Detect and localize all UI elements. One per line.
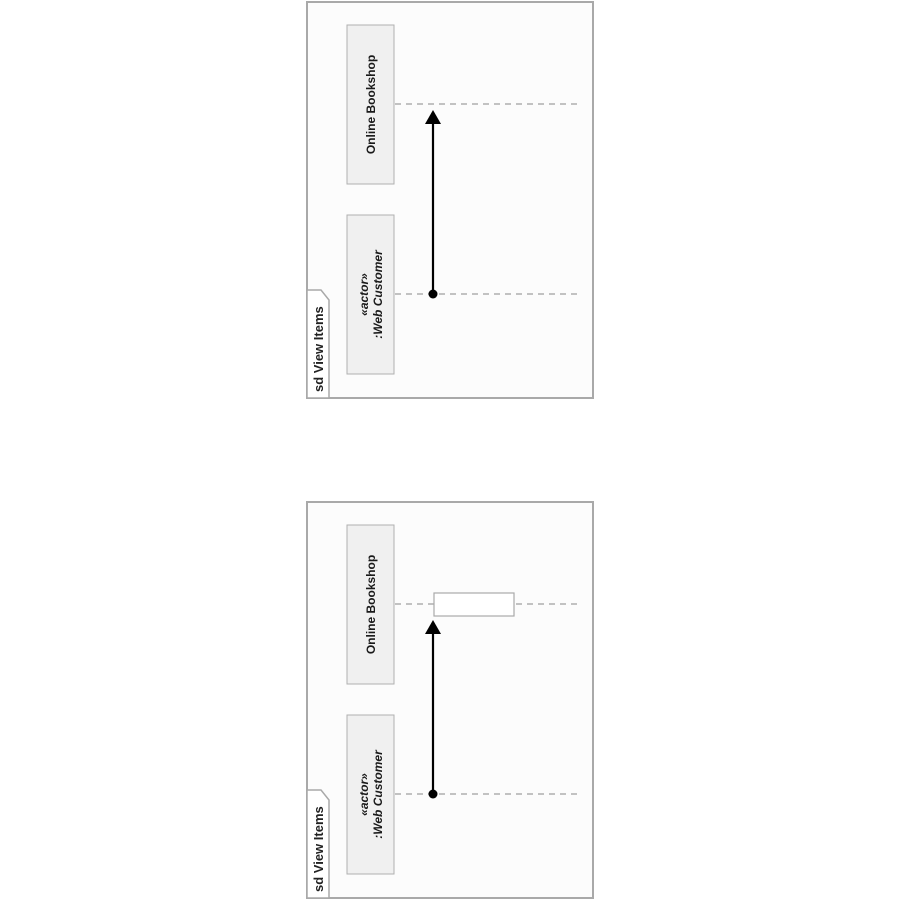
sequence-diagram-1: sd View Items Online Bookshop «actor» :W… bbox=[306, 1, 594, 399]
lifeline-head-online-bookshop[interactable] bbox=[346, 524, 395, 685]
lifeline-name-online-bookshop: Online Bookshop bbox=[364, 55, 378, 154]
lifeline-name-online-bookshop: Online Bookshop bbox=[364, 555, 378, 654]
actor-stereotype-label: «actor» bbox=[357, 773, 371, 816]
frame-label: sd View Items bbox=[311, 806, 326, 892]
actor-stereotype-label: «actor» bbox=[357, 273, 371, 316]
lifeline-name-web-customer: :Web Customer bbox=[371, 249, 385, 339]
lifeline-head-web-customer[interactable] bbox=[346, 714, 395, 875]
lifeline-head-web-customer[interactable] bbox=[346, 214, 395, 375]
sequence-diagram-2: sd View Items Online Bookshop «actor» :W… bbox=[306, 501, 594, 899]
frame-label: sd View Items bbox=[311, 306, 326, 392]
frame-tab[interactable] bbox=[306, 789, 330, 899]
lifeline-name-web-customer: :Web Customer bbox=[371, 749, 385, 839]
lifeline-head-online-bookshop[interactable] bbox=[346, 24, 395, 185]
frame-tab[interactable] bbox=[306, 289, 330, 399]
activation-bar[interactable] bbox=[433, 592, 515, 617]
